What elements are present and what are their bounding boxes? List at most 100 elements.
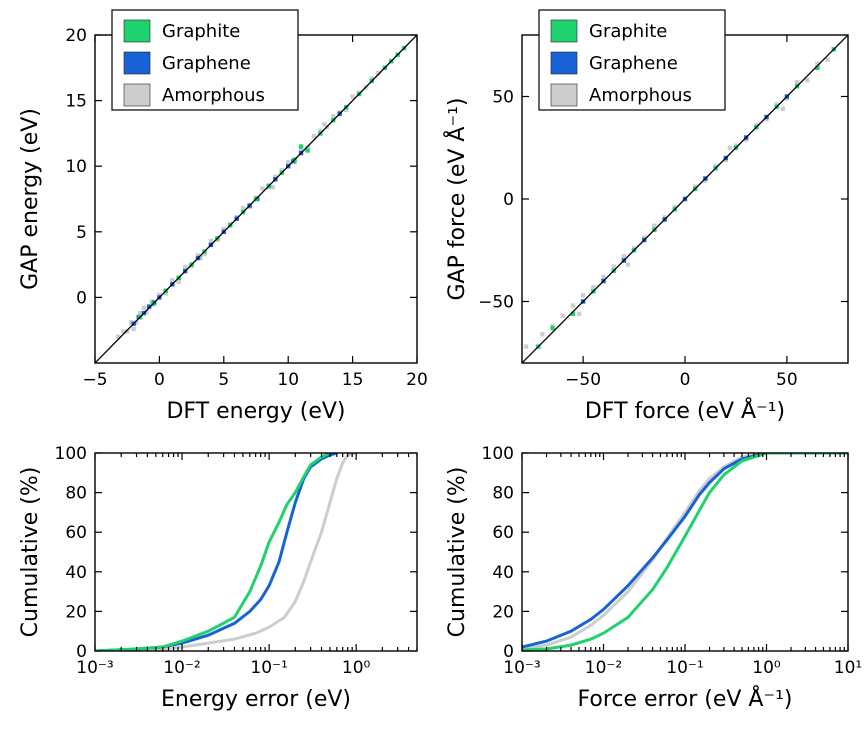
data-point [128,320,134,325]
y-tick-label: 100 [482,444,514,464]
data-point [825,57,830,62]
data-point [540,332,545,337]
data-point [149,299,154,304]
data-point [580,293,586,298]
data-point [727,145,733,150]
data-point [131,326,136,332]
x-tick-label: −5 [82,370,107,390]
data-point [202,251,207,257]
y-tick-label: 0 [503,642,514,662]
data-point [137,310,143,316]
y-tick-label: 0 [76,288,87,308]
x-tick-label: 10⁰ [342,658,371,678]
data-point [311,133,317,139]
data-point [221,226,226,232]
force-parity-panel: −50 0 50 −50 0 50 DFT force (eV Å⁻¹) GAP force … [443,9,849,424]
force-error-cdf-panel: 10⁻³ 10⁻² 10⁻¹ 10⁰ 10¹ 0 20 40 60 80 100 Force erro… [445,444,862,712]
data-point [298,144,304,149]
legend-label: Graphene [162,53,251,74]
cdf-line-amorphous [95,453,357,651]
data-point [570,311,576,316]
energy-parity-panel: −5 0 5 10 15 20 0 5 10 15 20 DFT energy (eV) GAP ene… [18,9,428,424]
data-point [125,329,130,334]
y-tick-label: 50 [492,88,514,108]
x-axis-title: Force error (eV Å⁻¹) [578,685,793,712]
cdf-line-graphite [95,453,331,651]
x-tick-label: 0 [680,370,691,390]
y-tick-label: −50 [478,293,514,313]
data-point [560,313,565,319]
data-point [318,128,323,133]
y-tick-label: 100 [55,444,87,464]
legend-label: Graphite [589,21,667,42]
data-point [331,114,336,119]
data-point [621,254,627,259]
plot-frame [521,452,849,652]
data-point [369,76,375,81]
y-axis-title: Cumulative (%) [18,467,43,638]
y-tick-label: 0 [503,190,514,210]
data-point [322,122,327,127]
data-point [146,304,152,309]
data-point [794,79,800,85]
y-tick-label: 10 [65,157,87,177]
y-tick-label: 20 [492,602,514,622]
identity-line [522,35,848,363]
y-tick-label: 60 [492,523,514,543]
y-tick-label: 80 [65,484,87,504]
data-point [805,77,810,83]
data-point [570,303,576,308]
x-tick-label: 10⁻² [163,658,200,678]
x-tick-label: 50 [776,370,798,390]
legend-label: Amorphous [162,85,265,106]
data-point [652,223,657,228]
data-point [121,329,126,334]
legend-swatch [550,51,578,75]
data-point [208,238,214,244]
data-point [625,262,631,267]
legend-swatch [123,83,151,107]
y-tick-label: 20 [65,602,87,622]
data-point [815,61,820,66]
y-axis-title: GAP force (eV Å⁻¹) [443,98,470,301]
data-point [176,279,181,284]
data-point [163,291,169,296]
data-point [195,253,201,258]
x-tick-label: 15 [342,370,364,390]
x-tick-label: 10⁻¹ [250,658,287,678]
legend-label: Graphene [589,53,678,74]
data-point [279,167,284,173]
data-point [182,265,188,270]
cdf-line-amorphous [522,453,848,651]
plot-area [522,453,848,651]
data-point [134,320,139,325]
x-tick-label: 10⁻¹ [666,658,703,678]
legend-label: Amorphous [589,85,692,106]
x-axis-title: DFT force (eV Å⁻¹) [585,397,785,424]
legend: Graphite Graphene Amorphous [538,9,726,111]
data-point [144,309,149,315]
data-point [273,174,278,179]
data-point [115,334,121,339]
data-point [550,325,555,331]
data-point [170,278,175,283]
data-point [286,160,291,165]
legend-label: Graphite [162,21,240,42]
x-axis-title: Energy error (eV) [161,687,351,712]
x-tick-label: 20 [406,370,428,390]
data-point [601,274,606,280]
data-point [305,145,310,151]
y-tick-label: 60 [65,523,87,543]
y-tick-label: 20 [65,26,87,46]
x-tick-label: 10⁰ [752,658,781,678]
cdf-line-graphite [522,453,848,651]
data-point [815,65,820,70]
cdf-line-graphene [522,453,848,649]
y-tick-label: 5 [76,223,87,243]
x-tick-label: 10⁻³ [503,658,540,678]
data-point [343,107,349,112]
data-point [350,94,355,99]
data-point [157,292,162,297]
x-tick-label: 10⁻³ [76,658,113,678]
